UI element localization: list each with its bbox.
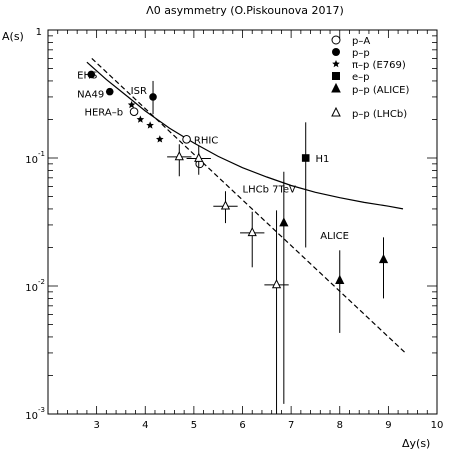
filled-triangle-marker bbox=[279, 217, 289, 227]
open-circle-marker bbox=[182, 134, 191, 144]
filled-triangle-marker bbox=[331, 82, 341, 93]
x-tick-label: 9 bbox=[385, 420, 391, 431]
x-axis-label: Δy(s) bbox=[402, 437, 430, 450]
y-tick-exponent: -1 bbox=[38, 150, 45, 158]
open-triangle-marker bbox=[220, 200, 231, 210]
annotation-label: ALICE bbox=[320, 231, 349, 242]
legend-label: e–p bbox=[352, 72, 370, 83]
y-tick-label: 1 bbox=[36, 27, 42, 38]
x-tick-label: 4 bbox=[142, 420, 148, 431]
annotation-label: ISR bbox=[131, 86, 147, 97]
filled-circle-marker bbox=[105, 87, 114, 96]
open-triangle-marker bbox=[271, 278, 282, 289]
open-triangle-marker bbox=[331, 106, 341, 117]
y-tick-label: 10 bbox=[25, 411, 38, 422]
filled-circle-marker bbox=[87, 70, 96, 79]
annotation-label: NA49 bbox=[77, 89, 104, 100]
y-tick-exponent: -2 bbox=[38, 278, 45, 286]
star-marker bbox=[127, 100, 136, 109]
filled-square-marker bbox=[332, 72, 340, 80]
filled-square-marker bbox=[301, 154, 310, 162]
filled-circle-marker bbox=[332, 48, 340, 56]
filled-circle-marker bbox=[149, 93, 157, 101]
legend-label: p–p (LHCb) bbox=[352, 109, 407, 120]
annotation-label: HERA–b bbox=[84, 108, 123, 119]
y-axis-label: A(s) bbox=[2, 30, 24, 43]
star-marker bbox=[136, 115, 145, 123]
legend-label: p–A bbox=[352, 36, 370, 47]
x-tick-label: 6 bbox=[239, 420, 245, 431]
legend-label: p–p (ALICE) bbox=[352, 85, 409, 96]
annotation-label: RHIC bbox=[194, 135, 218, 146]
legend-label: π–p (E769) bbox=[352, 60, 406, 71]
y-tick-exponent: -3 bbox=[38, 406, 45, 414]
annotation-label: LHCb 7TeV bbox=[243, 184, 297, 195]
open-triangle-marker bbox=[247, 226, 257, 237]
dashed-curve bbox=[91, 57, 406, 354]
annotation-label: H1 bbox=[315, 154, 329, 165]
star-marker bbox=[156, 135, 164, 143]
x-tick-label: 5 bbox=[191, 420, 197, 431]
x-tick-label: 7 bbox=[288, 420, 294, 431]
star-marker bbox=[146, 121, 154, 129]
annotation-label: EHS bbox=[77, 70, 97, 81]
open-triangle-marker bbox=[194, 152, 204, 162]
solid-curve bbox=[86, 61, 404, 210]
y-tick-label: 10 bbox=[25, 283, 38, 294]
x-tick-label: 3 bbox=[93, 420, 99, 431]
open-triangle-marker bbox=[174, 150, 184, 161]
legend-label: p–p bbox=[352, 48, 370, 59]
open-circle-marker bbox=[129, 107, 139, 116]
filled-triangle-marker bbox=[335, 274, 345, 285]
x-tick-label: 8 bbox=[337, 420, 343, 431]
chart-title: Λ0 asymmetry (O.Piskounova 2017) bbox=[146, 4, 344, 17]
open-circle-marker bbox=[331, 35, 341, 45]
x-tick-label: 10 bbox=[431, 420, 444, 431]
legend: p–Ap–pπ–p (E769)e–p p–p (ALICE) p–p (LHCb) bbox=[331, 35, 409, 120]
star-marker bbox=[332, 60, 340, 68]
filled-triangle-marker bbox=[378, 253, 389, 264]
y-tick-label: 10 bbox=[25, 155, 38, 166]
